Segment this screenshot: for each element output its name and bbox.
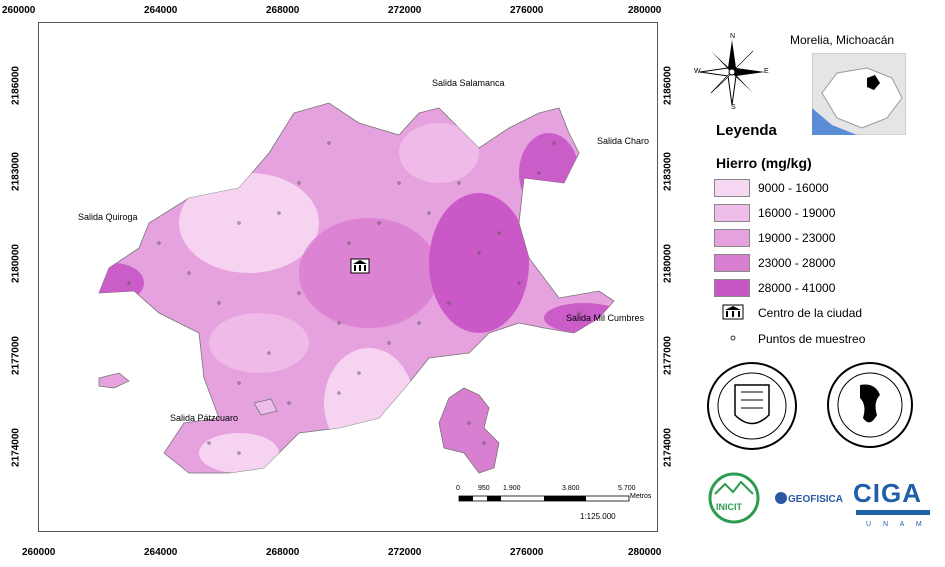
y-tick-left-3: 2177000	[10, 336, 22, 375]
legend-title: Leyenda	[716, 122, 777, 139]
legend-label-3: 19000 - 23000	[758, 231, 836, 245]
scale-label-950: 950	[478, 485, 490, 492]
compass-s: S	[731, 104, 736, 111]
scale-unit: Metros	[630, 493, 652, 500]
legend-label-4: 23000 - 28000	[758, 256, 836, 270]
label-salida-salamanca: Salida Salamanca	[432, 78, 505, 88]
scale-bar	[458, 495, 630, 502]
university-seal-logo	[707, 362, 797, 450]
inicit-logo	[708, 472, 760, 524]
geofisica-logo-text: GEOFISICA	[788, 494, 844, 505]
ciga-logo-bar	[856, 510, 930, 515]
scale-label-3800: 3.800	[562, 485, 580, 492]
y-tick-right-3: 2177000	[662, 336, 674, 375]
locator-title: Morelia, Michoacán	[790, 33, 895, 47]
ciga-logo-text: CIGA	[853, 478, 922, 508]
legend-city-center-label: Centro de la ciudad	[758, 306, 863, 320]
compass-e: E	[764, 68, 769, 75]
y-tick-right-2: 2180000	[662, 244, 674, 283]
y-tick-left-2: 2180000	[10, 244, 22, 283]
scale-label-5700: 5.700	[618, 485, 636, 492]
scale-label-1900: 1.900	[503, 485, 521, 492]
ciga-logo-sub: U N A M	[866, 521, 927, 528]
y-tick-right-0: 2186000	[662, 66, 674, 105]
x-tick-top-4: 276000	[510, 5, 544, 16]
legend-label-1: 9000 - 16000	[758, 181, 829, 195]
legend-sample-points-label: Puntos de muestreo	[758, 332, 866, 346]
y-tick-left-4: 2174000	[10, 428, 22, 467]
legend-swatch-4	[714, 254, 750, 272]
compass-w: W	[694, 68, 701, 75]
x-tick-bottom-2: 268000	[266, 547, 300, 558]
geofisica-globe-icon	[775, 492, 787, 504]
unam-seal-logo	[827, 362, 913, 448]
x-tick-bottom-4: 276000	[510, 547, 544, 558]
sample-points	[127, 141, 581, 455]
y-tick-right-1: 2183000	[662, 152, 674, 191]
y-tick-right-4: 2174000	[662, 428, 674, 467]
compass-rose-icon	[699, 40, 765, 106]
x-tick-top-2: 268000	[266, 5, 300, 16]
legend-swatch-5	[714, 279, 750, 297]
y-tick-left-1: 2183000	[10, 152, 22, 191]
legend-swatch-3	[714, 229, 750, 247]
x-tick-top-3: 272000	[388, 5, 422, 16]
legend-variable-title: Hierro (mg/kg)	[716, 155, 812, 171]
x-tick-top-1: 264000	[144, 5, 178, 16]
label-salida-charo: Salida Charo	[597, 136, 650, 146]
y-tick-left-0: 2186000	[10, 66, 22, 105]
label-salida-patzcuaro: Salida Pátzcuaro	[170, 413, 239, 423]
legend-label-5: 28000 - 41000	[758, 281, 836, 295]
south-east-patch	[438, 387, 500, 474]
inicit-logo-text: INICIT	[716, 502, 742, 512]
compass-n: N	[730, 33, 736, 40]
x-tick-bottom-5: 280000	[628, 547, 662, 558]
x-tick-bottom-1: 264000	[144, 547, 178, 558]
iron-concentration-map	[98, 102, 630, 502]
legend-swatch-2	[714, 204, 750, 222]
legend-label-2: 16000 - 19000	[758, 206, 836, 220]
legend-swatch-1	[714, 179, 750, 197]
legend-city-center-icon	[722, 304, 744, 320]
scale-ratio: 1:125.000	[580, 512, 616, 521]
x-tick-bottom-0: 260000	[22, 547, 56, 558]
label-salida-mil-cumbres: Salida Mil Cumbres	[566, 313, 645, 323]
locator-map	[812, 53, 906, 135]
x-tick-top-5: 280000	[628, 5, 662, 16]
legend-sample-point-icon	[730, 335, 736, 341]
x-tick-bottom-3: 272000	[388, 547, 422, 558]
x-tick-top-0: 260000	[2, 5, 36, 16]
scale-label-0: 0	[456, 485, 460, 492]
map-frame	[38, 22, 658, 532]
label-salida-quiroga: Salida Quiroga	[78, 212, 138, 222]
city-center-icon	[350, 258, 370, 274]
